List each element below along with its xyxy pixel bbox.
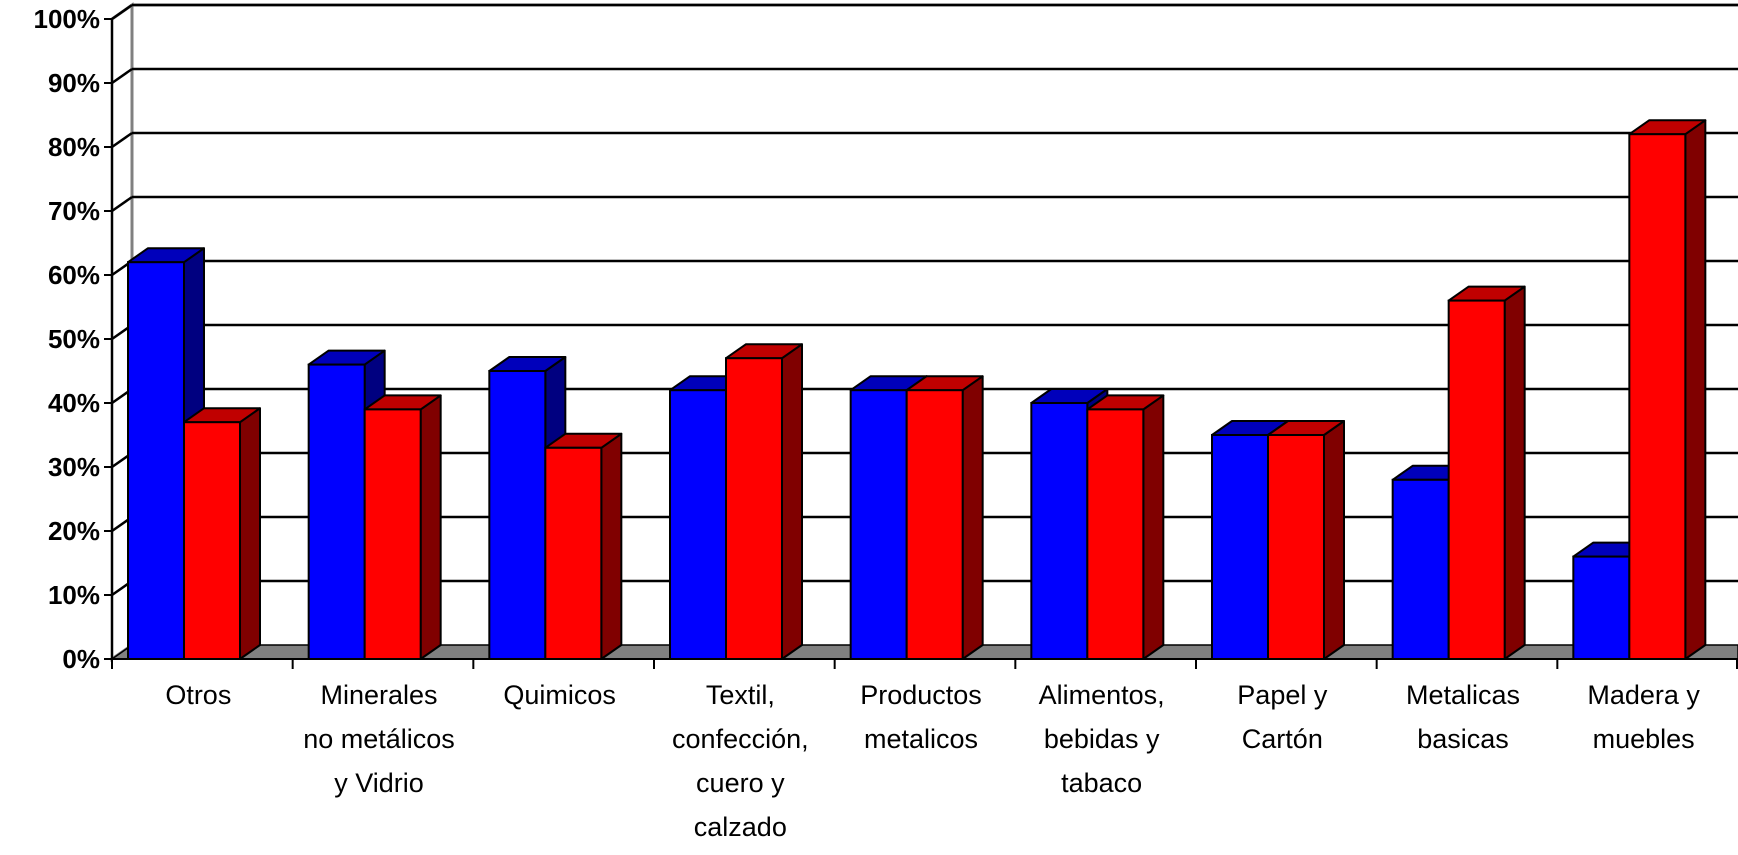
x-category-label-line: calzado xyxy=(694,812,787,842)
x-category-label-line: Quimicos xyxy=(503,680,616,710)
y-tick-label: 30% xyxy=(48,452,100,482)
x-category-label: Madera y muebles xyxy=(1587,680,1700,754)
bar-series-red xyxy=(1086,408,1145,660)
bar-series-red-side xyxy=(781,343,803,660)
bar-series-red-side xyxy=(1142,394,1165,660)
x-category-label: Minerales no metálicos y Vidrio xyxy=(303,680,455,798)
bar-series-red-side xyxy=(419,394,442,660)
bar-series-red xyxy=(1447,299,1506,660)
gridline-side xyxy=(111,67,133,85)
gridline-side xyxy=(111,131,133,149)
gridline-side xyxy=(111,3,133,21)
y-tick-label: 90% xyxy=(48,68,100,98)
bar-series-red xyxy=(363,408,422,660)
y-tick-label: 100% xyxy=(34,4,101,34)
bar-series-red-side xyxy=(239,407,261,660)
x-category-label: Otros xyxy=(165,680,231,710)
x-category-label: Alimentos, bebidas y tabaco xyxy=(1039,680,1165,798)
gridline-side xyxy=(111,195,133,213)
bar-series-blue xyxy=(488,370,547,660)
y-tick-label: 80% xyxy=(48,132,100,162)
bar-series-blue xyxy=(127,261,185,660)
bar-series-red-side xyxy=(600,432,623,660)
y-tick-label: 0% xyxy=(62,644,100,674)
x-category-label-line: muebles xyxy=(1593,724,1695,754)
y-tick-label: 20% xyxy=(48,516,100,546)
bar-series-red xyxy=(905,389,964,660)
x-category-label-line: Papel y xyxy=(1237,680,1328,710)
x-category-label-line: metalicos xyxy=(864,724,978,754)
y-tick-label: 40% xyxy=(48,388,100,418)
bar-series-blue xyxy=(669,389,727,660)
bar-series-red xyxy=(183,421,241,661)
x-category-label-line: y Vidrio xyxy=(334,768,424,798)
bar-series-red xyxy=(725,357,783,660)
y-tick-label: 60% xyxy=(48,260,100,290)
x-category-label-line: Otros xyxy=(165,680,231,710)
bar-series-red-side xyxy=(961,375,984,660)
x-category-label: Productos metalicos xyxy=(860,680,982,754)
bar-series-blue xyxy=(1030,402,1089,660)
bar-series-blue xyxy=(1211,434,1269,660)
x-category-label: Quimicos xyxy=(503,680,616,710)
y-tick-label: 50% xyxy=(48,324,100,354)
bar-series-blue xyxy=(1391,478,1450,660)
x-category-label-line: Madera y xyxy=(1587,680,1700,710)
x-category-label: Metalicas basicas xyxy=(1406,680,1520,754)
bar-series-red xyxy=(544,446,603,660)
bar-series-red xyxy=(1267,434,1325,660)
x-category-label-line: no metálicos xyxy=(303,724,455,754)
bar-series-blue xyxy=(849,389,908,660)
x-category-label-line: cuero y xyxy=(696,768,785,798)
x-category-label-line: tabaco xyxy=(1061,768,1142,798)
bar-series-red-side xyxy=(1684,119,1707,660)
x-category-label-line: Minerales xyxy=(320,680,437,710)
x-category-label-line: basicas xyxy=(1417,724,1509,754)
x-category-label-line: confección, xyxy=(672,724,809,754)
x-category-label: Textil, confección, cuero y calzado xyxy=(672,680,809,842)
x-category-label: Papel y Cartón xyxy=(1237,680,1328,754)
x-category-label-line: bebidas y xyxy=(1044,724,1160,754)
bar-series-red xyxy=(1628,133,1687,660)
x-category-label-line: Textil, xyxy=(706,680,775,710)
bar-series-red-side xyxy=(1503,285,1526,660)
bar-series-red-side xyxy=(1323,420,1345,660)
y-tick-label: 10% xyxy=(48,580,100,610)
bar-series-blue xyxy=(307,363,366,660)
y-tick-label: 70% xyxy=(48,196,100,226)
x-category-label-line: Cartón xyxy=(1242,724,1323,754)
x-category-label-line: Productos xyxy=(860,680,982,710)
bar-series-blue xyxy=(1572,555,1631,660)
x-category-label-line: Metalicas xyxy=(1406,680,1520,710)
x-category-label-line: Alimentos, xyxy=(1039,680,1165,710)
